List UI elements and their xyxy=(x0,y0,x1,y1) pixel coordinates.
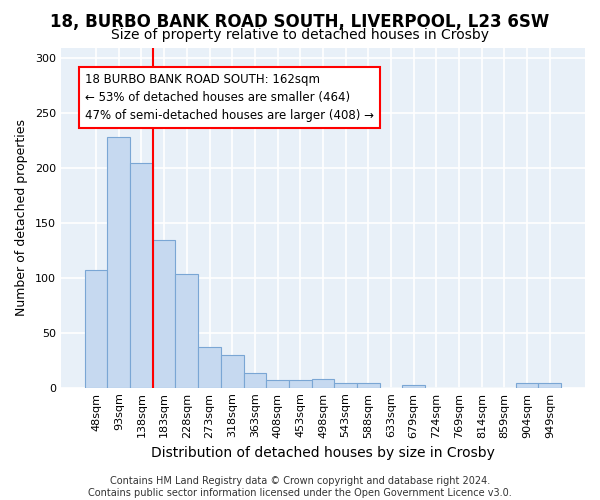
Bar xyxy=(538,384,561,388)
Text: 18 BURBO BANK ROAD SOUTH: 162sqm
← 53% of detached houses are smaller (464)
47% : 18 BURBO BANK ROAD SOUTH: 162sqm ← 53% o… xyxy=(85,72,374,122)
Text: Size of property relative to detached houses in Crosby: Size of property relative to detached ho… xyxy=(111,28,489,42)
Bar xyxy=(516,384,538,388)
Bar xyxy=(403,386,425,388)
Bar xyxy=(266,380,289,388)
Bar xyxy=(198,347,221,388)
Bar xyxy=(289,380,311,388)
Text: Contains HM Land Registry data © Crown copyright and database right 2024.
Contai: Contains HM Land Registry data © Crown c… xyxy=(88,476,512,498)
Bar xyxy=(357,384,380,388)
Bar xyxy=(221,355,244,388)
Y-axis label: Number of detached properties: Number of detached properties xyxy=(15,119,28,316)
Bar xyxy=(311,379,334,388)
Bar xyxy=(130,162,153,388)
Bar xyxy=(107,138,130,388)
Bar xyxy=(334,384,357,388)
Text: 18, BURBO BANK ROAD SOUTH, LIVERPOOL, L23 6SW: 18, BURBO BANK ROAD SOUTH, LIVERPOOL, L2… xyxy=(50,12,550,30)
Bar xyxy=(85,270,107,388)
Bar xyxy=(175,274,198,388)
Bar xyxy=(153,240,175,388)
X-axis label: Distribution of detached houses by size in Crosby: Distribution of detached houses by size … xyxy=(151,446,495,460)
Bar xyxy=(244,374,266,388)
